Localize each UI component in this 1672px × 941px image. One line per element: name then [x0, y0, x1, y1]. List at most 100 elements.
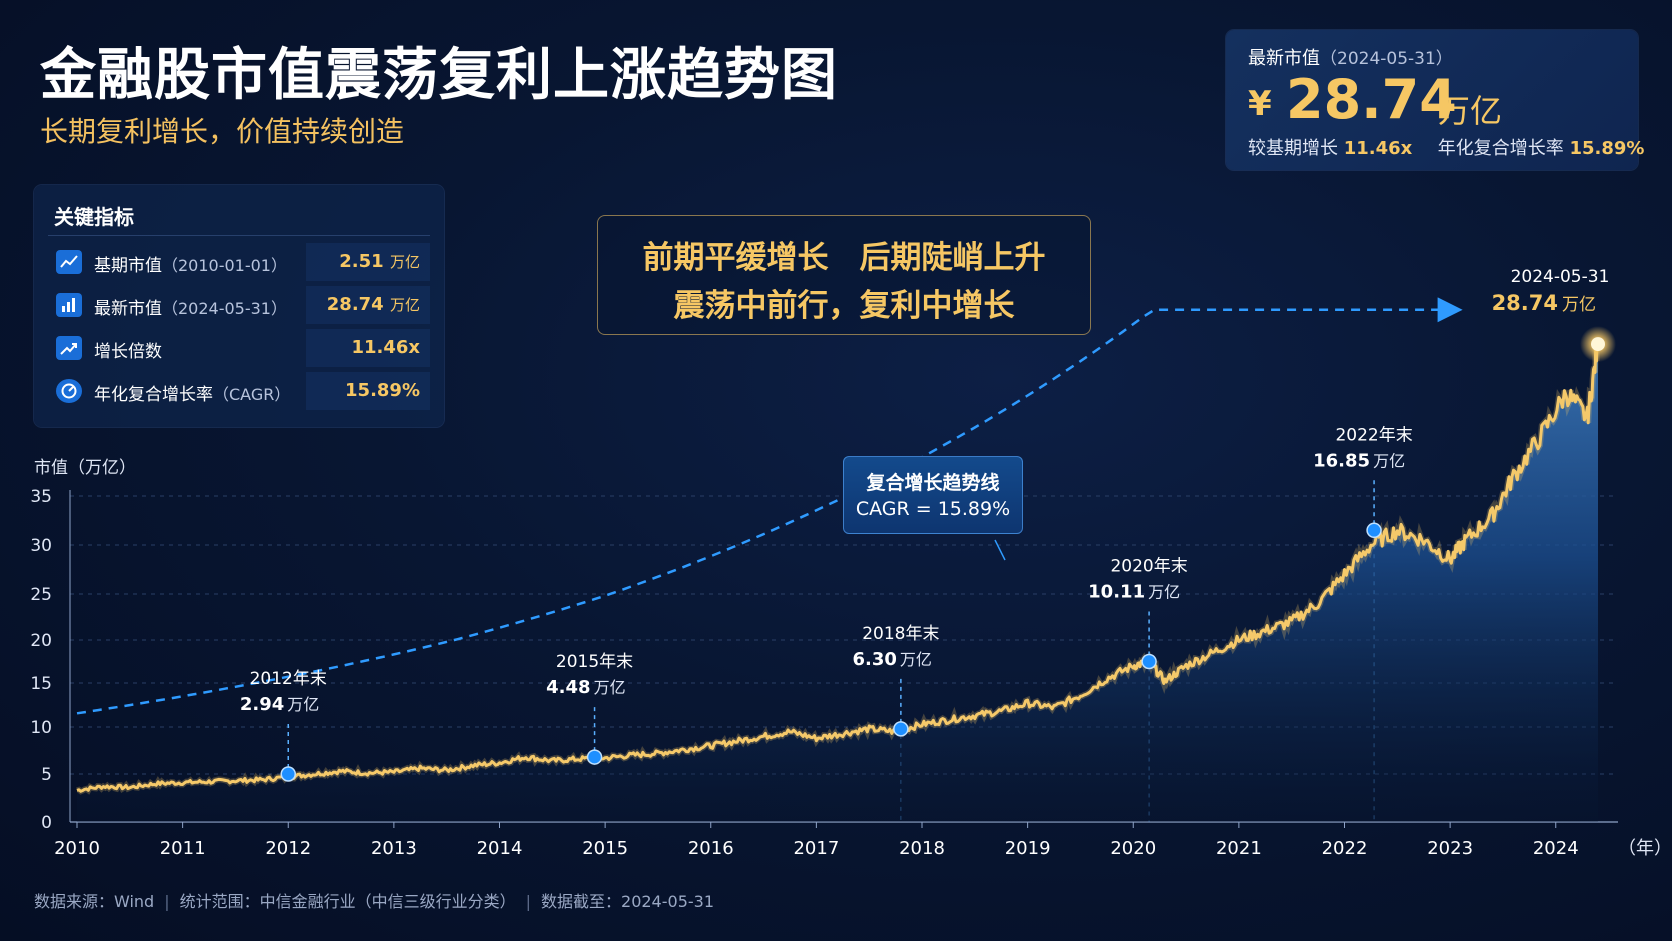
annotation-marker [280, 766, 296, 782]
metric-value-number: 2.51 [339, 251, 384, 272]
currency-symbol: ¥ [1248, 84, 1272, 124]
metric-name-text: 最新市值 [94, 299, 162, 319]
metric-row-base-value: 基期市值（2010-01-01） 2.51 万亿 [48, 243, 430, 281]
x-tick-label: 2022 [1322, 838, 1368, 859]
cagr-label: 年化复合增长率 [1437, 138, 1564, 159]
annotation-unit: 万亿 [1373, 451, 1405, 470]
growth-label: 较基期增长 [1248, 138, 1338, 159]
metric-value-box: 2.51 万亿 [306, 243, 430, 281]
metric-value: 11.46x [351, 337, 420, 358]
y-tick-label: 0 [41, 813, 52, 833]
metric-value-number: 11.46x [351, 337, 420, 358]
insight-callout: 前期平缓增长 后期陡峭上升 震荡中前行，复利中增长 [597, 215, 1091, 335]
annotation-label: 2012年末 [250, 669, 327, 689]
metric-value: 28.74 万亿 [327, 294, 420, 315]
y-tick-label: 5 [41, 765, 52, 785]
x-tick-label: 2018 [899, 838, 945, 859]
annotation-label: 2018年末 [862, 624, 939, 644]
metric-name: 增长倍数 [94, 337, 162, 362]
metric-name-text: 年化复合增长率 [94, 385, 213, 405]
x-tick-label: 2015 [582, 838, 628, 859]
end-point-unit: 万亿 [1562, 295, 1596, 315]
line-chart-icon [56, 250, 82, 274]
annotation-value: 2.94 [240, 694, 284, 715]
metric-row-latest-value: 最新市值（2024-05-31） 28.74 万亿 [48, 286, 430, 324]
y-tick-label: 15 [30, 674, 52, 694]
page-title: 金融股市值震荡复利上涨趋势图 [40, 43, 838, 108]
end-point-date: 2024-05-31 [1511, 267, 1610, 287]
metric-value-box: 28.74 万亿 [306, 286, 430, 324]
metric-value-unit: 万亿 [389, 296, 420, 314]
cagr-value: 15.89% [1569, 138, 1645, 159]
key-metrics-panel: 关键指标 基期市值（2010-01-01） 2.51 万亿 最新市值（2024-… [34, 185, 444, 427]
x-tick-label: 2021 [1216, 838, 1262, 859]
y-axis-title: 市值（万亿） [34, 458, 136, 478]
metric-name: 最新市值（2024-05-31） [94, 294, 287, 319]
metric-name-text: 基期市值 [94, 256, 162, 276]
metric-value-box: 15.89% [306, 372, 430, 410]
footer-cutoff: 数据截至：2024-05-31 [541, 892, 715, 911]
x-axis-unit: （年） [1618, 838, 1672, 859]
end-point-value: 28.74 [1492, 291, 1558, 315]
x-tick-label: 2016 [688, 838, 734, 859]
y-tick-label: 20 [30, 631, 52, 651]
annotation-label: 2022年末 [1335, 425, 1412, 445]
metric-sub-text: （CAGR） [213, 385, 291, 404]
latest-value-date: （2024-05-31） [1320, 49, 1453, 69]
gauge-icon [56, 379, 82, 403]
footer-notes: 数据来源：Wind | 统计范围：中信金融行业（中信三级行业分类） | 数据截至：202… [34, 892, 715, 911]
annotation-value: 16.85 [1313, 450, 1370, 471]
metric-value-number: 28.74 [326, 294, 384, 315]
y-tick-label: 35 [30, 487, 52, 507]
growth-value: 11.46x [1343, 138, 1413, 159]
key-metrics-title: 关键指标 [54, 205, 134, 229]
latest-growth-line: 较基期增长 11.46x 年化复合增长率 15.89% [1248, 134, 1644, 160]
x-tick-label: 2012 [265, 838, 311, 859]
metric-value-unit: 万亿 [389, 253, 420, 271]
annotation-unit: 万亿 [1148, 583, 1180, 602]
end-point-marker [1591, 337, 1605, 352]
y-tick-label: 30 [30, 536, 52, 556]
metric-name: 基期市值（2010-01-01） [94, 251, 287, 276]
x-tick-label: 2024 [1533, 838, 1579, 859]
latest-value-title: 最新市值 [1248, 48, 1320, 69]
annotation-marker [1366, 522, 1382, 539]
metric-name-text: 增长倍数 [94, 342, 162, 362]
annotation-value: 10.11 [1088, 582, 1145, 603]
x-tick-label: 2011 [160, 838, 206, 859]
x-tick-label: 2013 [371, 838, 417, 859]
callout-line-2: 震荡中前行，复利中增长 [673, 288, 1015, 324]
metric-sub-text: （2024-05-31） [162, 299, 287, 318]
x-tick-label: 2014 [477, 838, 523, 859]
footer-source: 数据来源：Wind [34, 892, 155, 911]
metric-value-box: 11.46x [306, 329, 430, 367]
annotation-value: 6.30 [852, 649, 896, 670]
page-subtitle: 长期复利增长，价值持续创造 [40, 115, 405, 148]
latest-value-unit: 万亿 [1438, 92, 1503, 130]
latest-value-label: 最新市值（2024-05-31） [1248, 44, 1453, 70]
x-tick-label: 2020 [1110, 838, 1156, 859]
metric-value-number: 15.89% [345, 380, 420, 401]
annotation-label: 2020年末 [1110, 557, 1187, 577]
annotation-unit: 万亿 [287, 695, 319, 714]
y-tick-label: 25 [30, 585, 52, 605]
trendline-cagr: CAGR = 15.89% [855, 498, 1011, 520]
annotation-unit: 万亿 [594, 678, 626, 697]
y-tick-label: 10 [30, 718, 52, 738]
series-line [76, 337, 1600, 793]
annotation-value: 4.48 [546, 677, 590, 698]
annotation-unit: 万亿 [900, 650, 932, 669]
metric-row-growth-multiple: 增长倍数 11.46x [48, 329, 430, 367]
annotation-label: 2015年末 [556, 652, 633, 672]
metric-row-cagr: 年化复合增长率（CAGR） 15.89% [48, 372, 430, 410]
latest-value-card: 最新市值（2024-05-31） ¥ 28.74 万亿 较基期增长 11.46x… [1226, 30, 1644, 170]
metric-value: 2.51 万亿 [339, 251, 420, 272]
metric-value: 15.89% [345, 380, 420, 401]
trendline-title: 复合增长趋势线 [866, 472, 1000, 494]
x-tick-label: 2010 [54, 838, 100, 859]
metric-name: 年化复合增长率（CAGR） [94, 380, 290, 405]
bar-chart-icon [56, 293, 82, 317]
annotation-marker [1141, 653, 1157, 670]
x-tick-label: 2023 [1427, 838, 1473, 859]
